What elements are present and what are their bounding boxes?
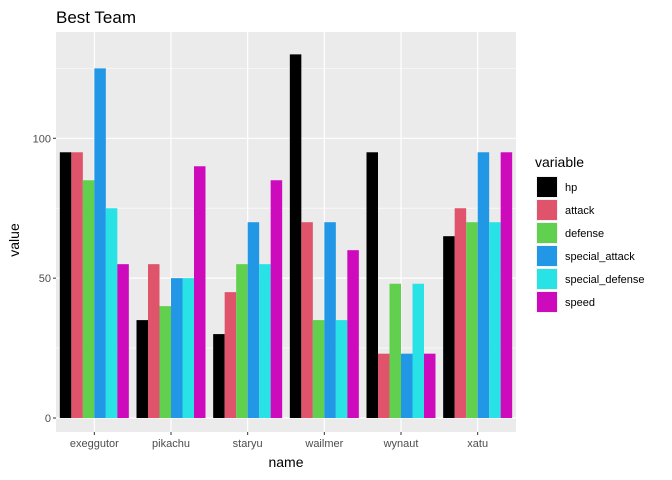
bar-staryu-speed	[270, 180, 283, 419]
x-axis-title: name	[268, 454, 303, 470]
x-axis-ticks: exeggutor pikachu staryu wailmer wynaut xatu	[70, 432, 488, 450]
bar-wynaut-speed	[424, 353, 436, 419]
x-tick-label: exeggutor	[70, 438, 119, 450]
legend-label-speed: speed	[565, 297, 595, 309]
legend-swatch-special_defense	[537, 269, 557, 289]
bar-xatu-hp	[443, 236, 455, 419]
x-tick-label: pikachu	[152, 438, 190, 450]
bar-exeggutor-special_defense	[105, 208, 118, 419]
bar-wynaut-special_defense	[412, 283, 424, 419]
bar-pikachu-attack	[148, 264, 160, 419]
x-tick-label: wynaut	[383, 438, 419, 450]
bar-xatu-special_defense	[489, 222, 501, 419]
bar-xatu-defense	[466, 222, 478, 419]
legend-label-special_defense: special_defense	[565, 274, 645, 286]
bar-pikachu-hp	[136, 320, 148, 419]
bar-staryu-special_defense	[259, 264, 271, 419]
y-axis-title: value	[6, 223, 22, 257]
bar-exeggutor-special_attack	[94, 68, 106, 419]
bar-exeggutor-hp	[59, 152, 72, 419]
bars	[59, 54, 513, 419]
legend-label-defense: defense	[565, 228, 604, 240]
chart-title: Best Team	[56, 8, 136, 27]
y-tick-label: 100	[33, 133, 51, 145]
legend-label-special_attack: special_attack	[565, 251, 635, 263]
bar-wailmer-speed	[347, 250, 359, 419]
bar-exeggutor-speed	[117, 264, 129, 419]
bar-pikachu-special_defense	[182, 278, 194, 419]
bar-wynaut-special_attack	[401, 353, 413, 419]
bar-wailmer-defense	[312, 320, 325, 419]
legend-swatch-speed	[537, 292, 557, 312]
legend-swatch-defense	[537, 223, 557, 243]
bar-wailmer-special_defense	[335, 320, 348, 419]
legend: variable hp attack defense special_attacksp…	[535, 154, 645, 313]
y-tick-label: 50	[39, 273, 51, 285]
bar-pikachu-speed	[194, 166, 206, 419]
legend-swatch-attack	[537, 200, 557, 220]
bar-exeggutor-defense	[82, 180, 95, 419]
bar-staryu-defense	[236, 264, 248, 419]
bar-wailmer-special_attack	[324, 222, 336, 419]
bar-xatu-special_attack	[477, 152, 490, 419]
bar-exeggutor-attack	[71, 152, 83, 419]
legend-swatch-hp	[537, 177, 557, 197]
bar-staryu-hp	[213, 334, 225, 419]
legend-title: variable	[535, 154, 584, 170]
x-tick-label: wailmer	[304, 438, 343, 450]
y-tick-label: 0	[45, 413, 51, 425]
bar-wynaut-hp	[366, 152, 378, 419]
bar-pikachu-special_attack	[171, 278, 183, 419]
bar-wynaut-defense	[389, 283, 401, 419]
bar-staryu-attack	[224, 292, 237, 419]
bar-wailmer-attack	[301, 222, 313, 419]
bar-wynaut-attack	[378, 353, 390, 419]
legend-label-hp: hp	[565, 182, 577, 194]
x-tick-label: xatu	[467, 438, 488, 450]
legend-label-attack: attack	[565, 205, 595, 217]
bar-pikachu-defense	[159, 306, 171, 419]
bar-wailmer-hp	[289, 54, 302, 419]
bar-xatu-speed	[500, 152, 513, 419]
x-tick-label: staryu	[233, 438, 263, 450]
bar-staryu-special_attack	[247, 222, 260, 419]
legend-swatch-special_attack	[537, 246, 557, 266]
y-axis-ticks: 0 50 100	[33, 133, 56, 425]
bar-xatu-attack	[454, 208, 467, 419]
plot-panel	[56, 32, 516, 432]
